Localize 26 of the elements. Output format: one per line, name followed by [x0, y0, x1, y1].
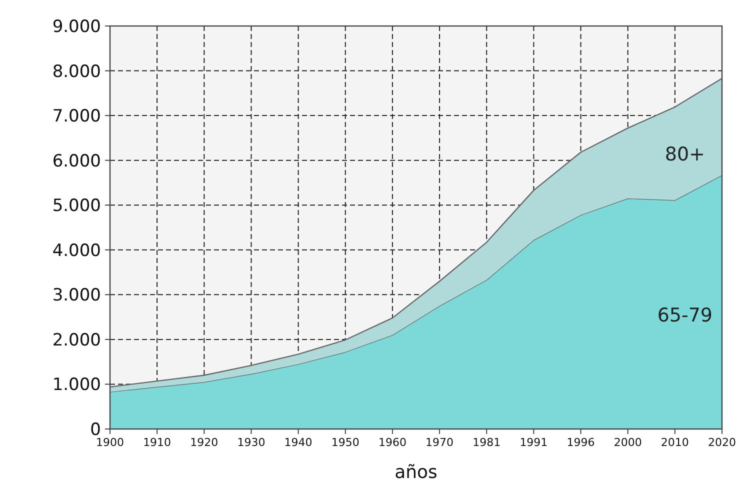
- y-tick-label: 5.000: [52, 196, 101, 216]
- x-tick-label: 1950: [331, 436, 360, 449]
- x-tick-label: 2020: [708, 436, 736, 449]
- y-tick-label: 6.000: [52, 151, 101, 172]
- x-tick-label: 1930: [237, 436, 266, 449]
- series-label: 80+: [664, 144, 705, 166]
- x-tick-label: 2000: [614, 436, 642, 449]
- x-tick-label: 1910: [143, 436, 172, 449]
- x-tick-label: 2010: [660, 436, 689, 449]
- x-tick-label: 1900: [96, 436, 124, 449]
- x-tick-label: 1981: [472, 436, 501, 449]
- x-tick-label: 1920: [190, 436, 218, 449]
- y-tick-label: 1.000: [52, 375, 101, 396]
- x-tick-label: 1991: [520, 436, 548, 449]
- y-tick-label: 3.000: [52, 286, 101, 306]
- x-tick-label: 1960: [378, 436, 406, 449]
- y-tick-label: 2.000: [52, 330, 101, 350]
- y-tick-label: 7.000: [52, 106, 101, 127]
- x-tick-label: 1940: [284, 436, 312, 449]
- y-tick-label: 8.000: [52, 62, 101, 82]
- x-axis-title: años: [394, 462, 438, 483]
- series-label: 65-79: [657, 304, 713, 327]
- x-tick-label: 1970: [426, 436, 454, 449]
- y-tick-label: 9.000: [52, 17, 101, 37]
- y-tick-label: 4.000: [52, 240, 101, 261]
- x-tick-label: 1996: [566, 436, 595, 449]
